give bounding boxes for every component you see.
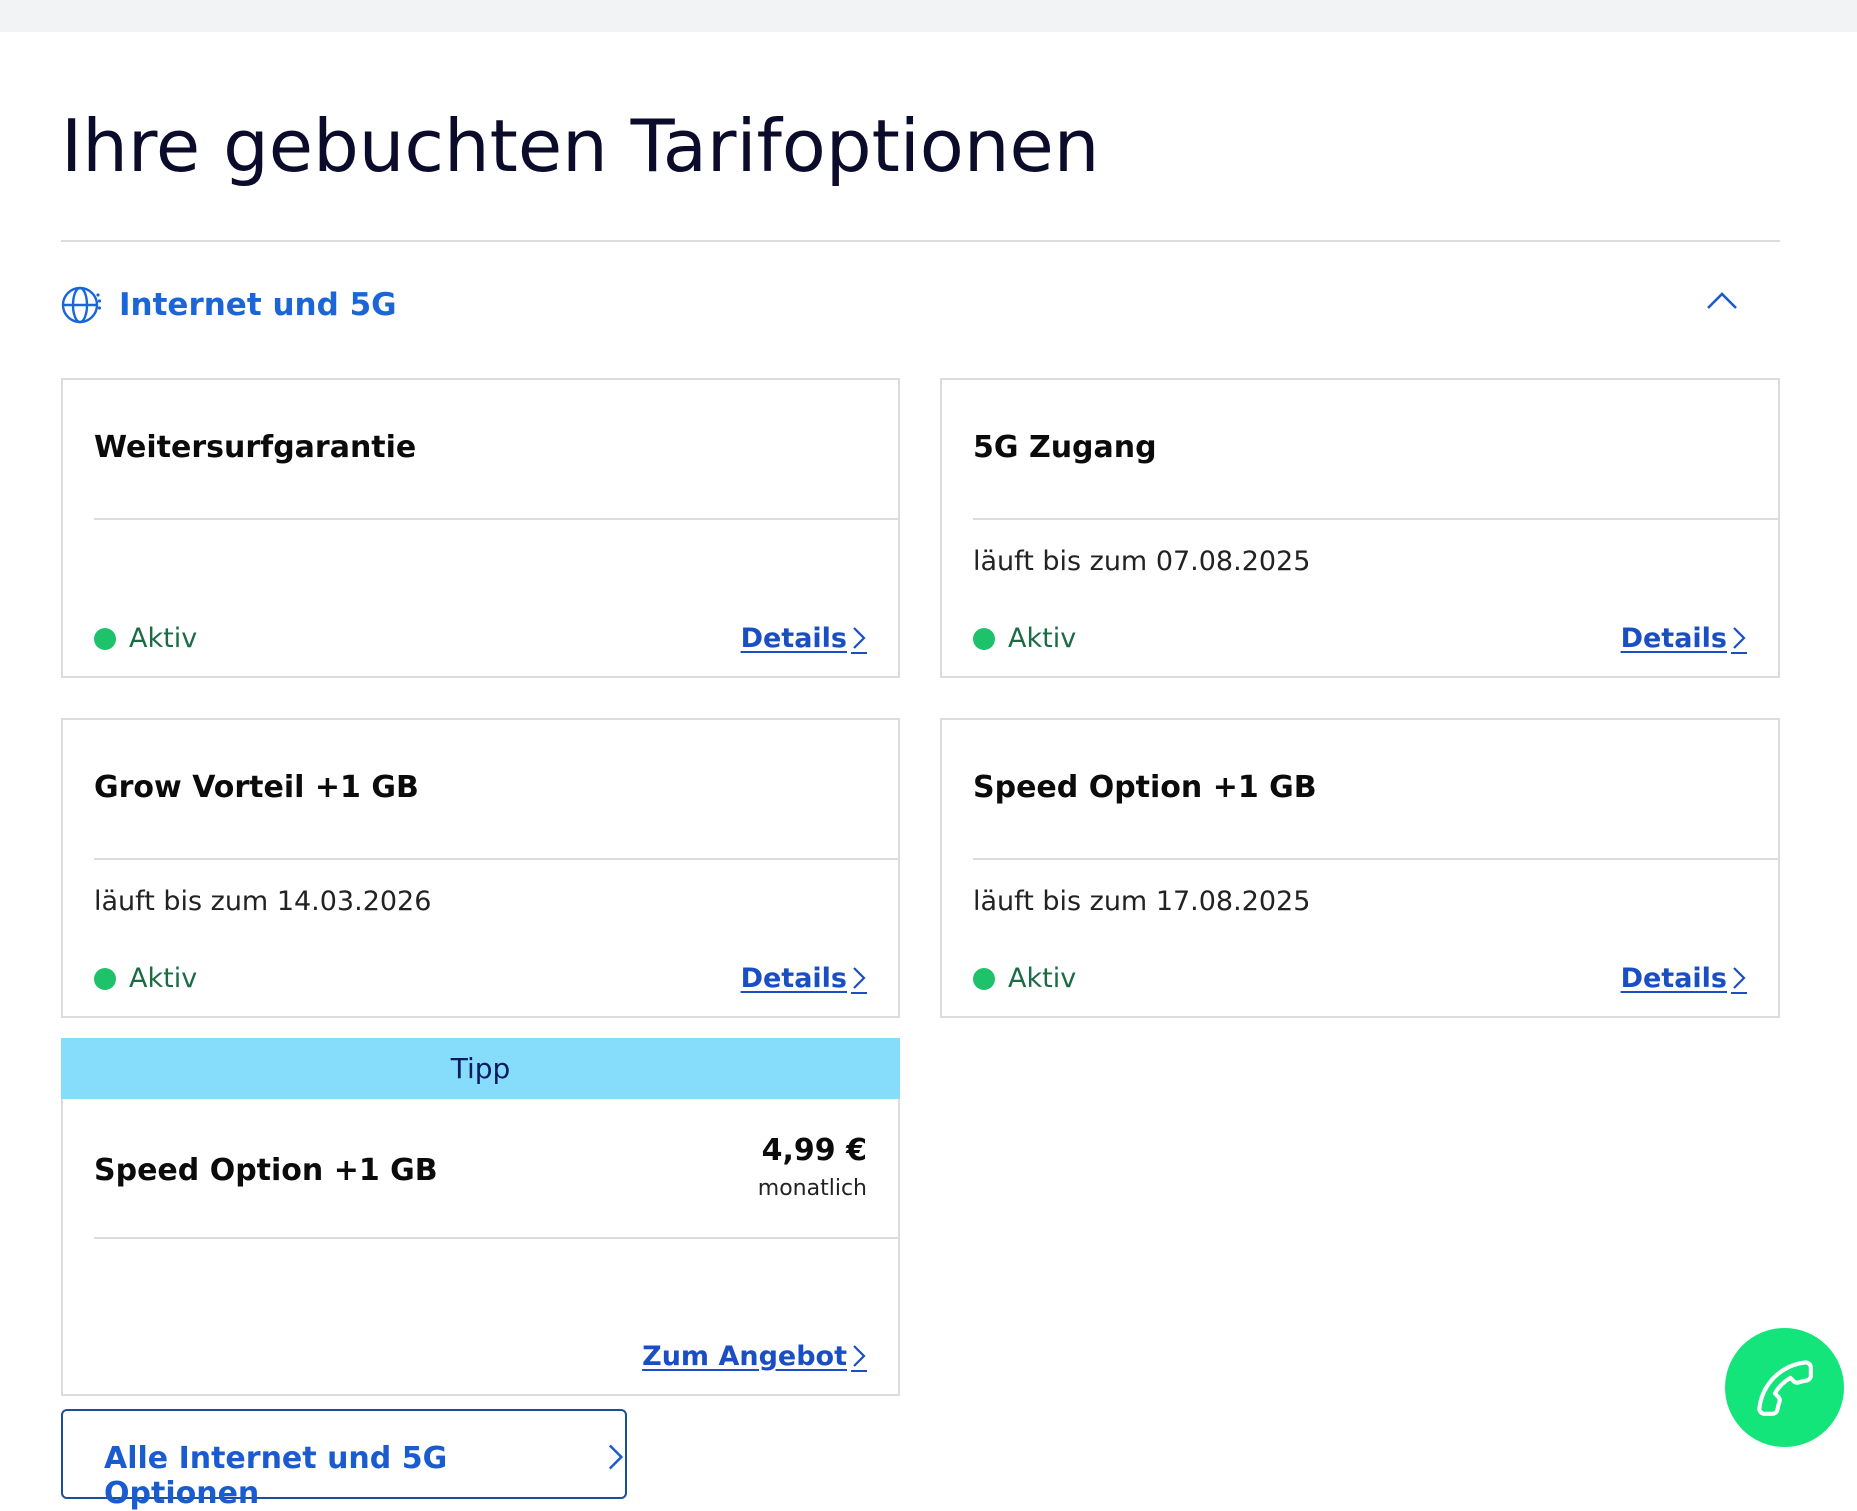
title-divider — [61, 240, 1780, 242]
card-divider — [94, 518, 898, 520]
chevron-right-icon — [1731, 626, 1747, 654]
status-dot-icon — [973, 627, 995, 650]
option-card-title: Grow Vorteil +1 GB — [94, 770, 419, 805]
tip-offer-card: Tipp Speed Option +1 GB 4,99 € monatlich… — [61, 1038, 900, 1396]
tip-offer-title: Speed Option +1 GB — [94, 1153, 438, 1188]
chevron-right-icon — [1731, 966, 1747, 994]
page-title: Ihre gebuchten Tarifoptionen — [61, 104, 1100, 188]
globe-icon — [61, 286, 101, 324]
all-internet-5g-options-button[interactable]: Alle Internet und 5G Optionen — [61, 1409, 627, 1511]
card-divider — [94, 858, 898, 860]
tip-offer-body: Speed Option +1 GB 4,99 € monatlich Zum … — [61, 1099, 900, 1396]
section-header-internet-5g[interactable]: Internet und 5G — [61, 282, 1780, 328]
zum-angebot-label: Zum Angebot — [642, 1341, 847, 1372]
price-block: 4,99 € monatlich — [758, 1133, 867, 1201]
status-dot-icon — [94, 627, 116, 650]
details-link[interactable]: Details — [741, 623, 867, 654]
price-amount: 4,99 € — [761, 1133, 867, 1168]
details-link[interactable]: Details — [741, 963, 867, 994]
tip-badge: Tipp — [61, 1038, 900, 1099]
option-card-speed-option: Speed Option +1 GB läuft bis zum 17.08.2… — [940, 718, 1780, 1018]
status-indicator: Aktiv — [94, 623, 197, 654]
option-card-runtime: läuft bis zum 17.08.2025 — [973, 886, 1311, 917]
chevron-right-icon — [851, 1344, 867, 1372]
details-link-label: Details — [740, 623, 847, 654]
section-title: Internet und 5G — [119, 287, 397, 323]
card-divider — [94, 1237, 898, 1239]
chevron-right-icon — [851, 626, 867, 654]
top-bar — [0, 0, 1857, 32]
chevron-right-icon — [608, 1444, 623, 1470]
details-link-label: Details — [1620, 623, 1727, 654]
status-indicator: Aktiv — [973, 623, 1076, 654]
chevron-right-icon — [851, 966, 867, 994]
option-card-runtime: läuft bis zum 14.03.2026 — [94, 886, 432, 917]
option-card-5g-zugang: 5G Zugang läuft bis zum 07.08.2025 Aktiv… — [940, 378, 1780, 678]
price-period: monatlich — [757, 1176, 867, 1201]
details-link-label: Details — [740, 963, 847, 994]
chevron-up-icon[interactable] — [1704, 284, 1740, 320]
status-label: Aktiv — [129, 963, 198, 994]
status-label: Aktiv — [129, 623, 198, 654]
option-card-title: Speed Option +1 GB — [973, 770, 1317, 805]
details-link[interactable]: Details — [1621, 963, 1747, 994]
status-indicator: Aktiv — [94, 963, 197, 994]
option-card-grow-vorteil: Grow Vorteil +1 GB läuft bis zum 14.03.2… — [61, 718, 900, 1018]
option-card-weitersurfgarantie: Weitersurfgarantie Aktiv Details — [61, 378, 900, 678]
card-divider — [973, 518, 1778, 520]
option-card-title: 5G Zugang — [973, 430, 1157, 465]
status-label: Aktiv — [1008, 623, 1077, 654]
all-options-label: Alle Internet und 5G Optionen — [104, 1441, 448, 1511]
details-link-label: Details — [1620, 963, 1727, 994]
zum-angebot-link[interactable]: Zum Angebot — [642, 1341, 867, 1372]
status-dot-icon — [94, 967, 116, 990]
status-indicator: Aktiv — [973, 963, 1076, 994]
call-button[interactable] — [1725, 1328, 1844, 1447]
details-link[interactable]: Details — [1621, 623, 1747, 654]
card-divider — [973, 858, 1778, 860]
status-dot-icon — [973, 967, 995, 990]
option-card-runtime: läuft bis zum 07.08.2025 — [973, 546, 1311, 577]
option-card-title: Weitersurfgarantie — [94, 430, 417, 465]
status-label: Aktiv — [1008, 963, 1077, 994]
phone-icon — [1756, 1359, 1813, 1416]
